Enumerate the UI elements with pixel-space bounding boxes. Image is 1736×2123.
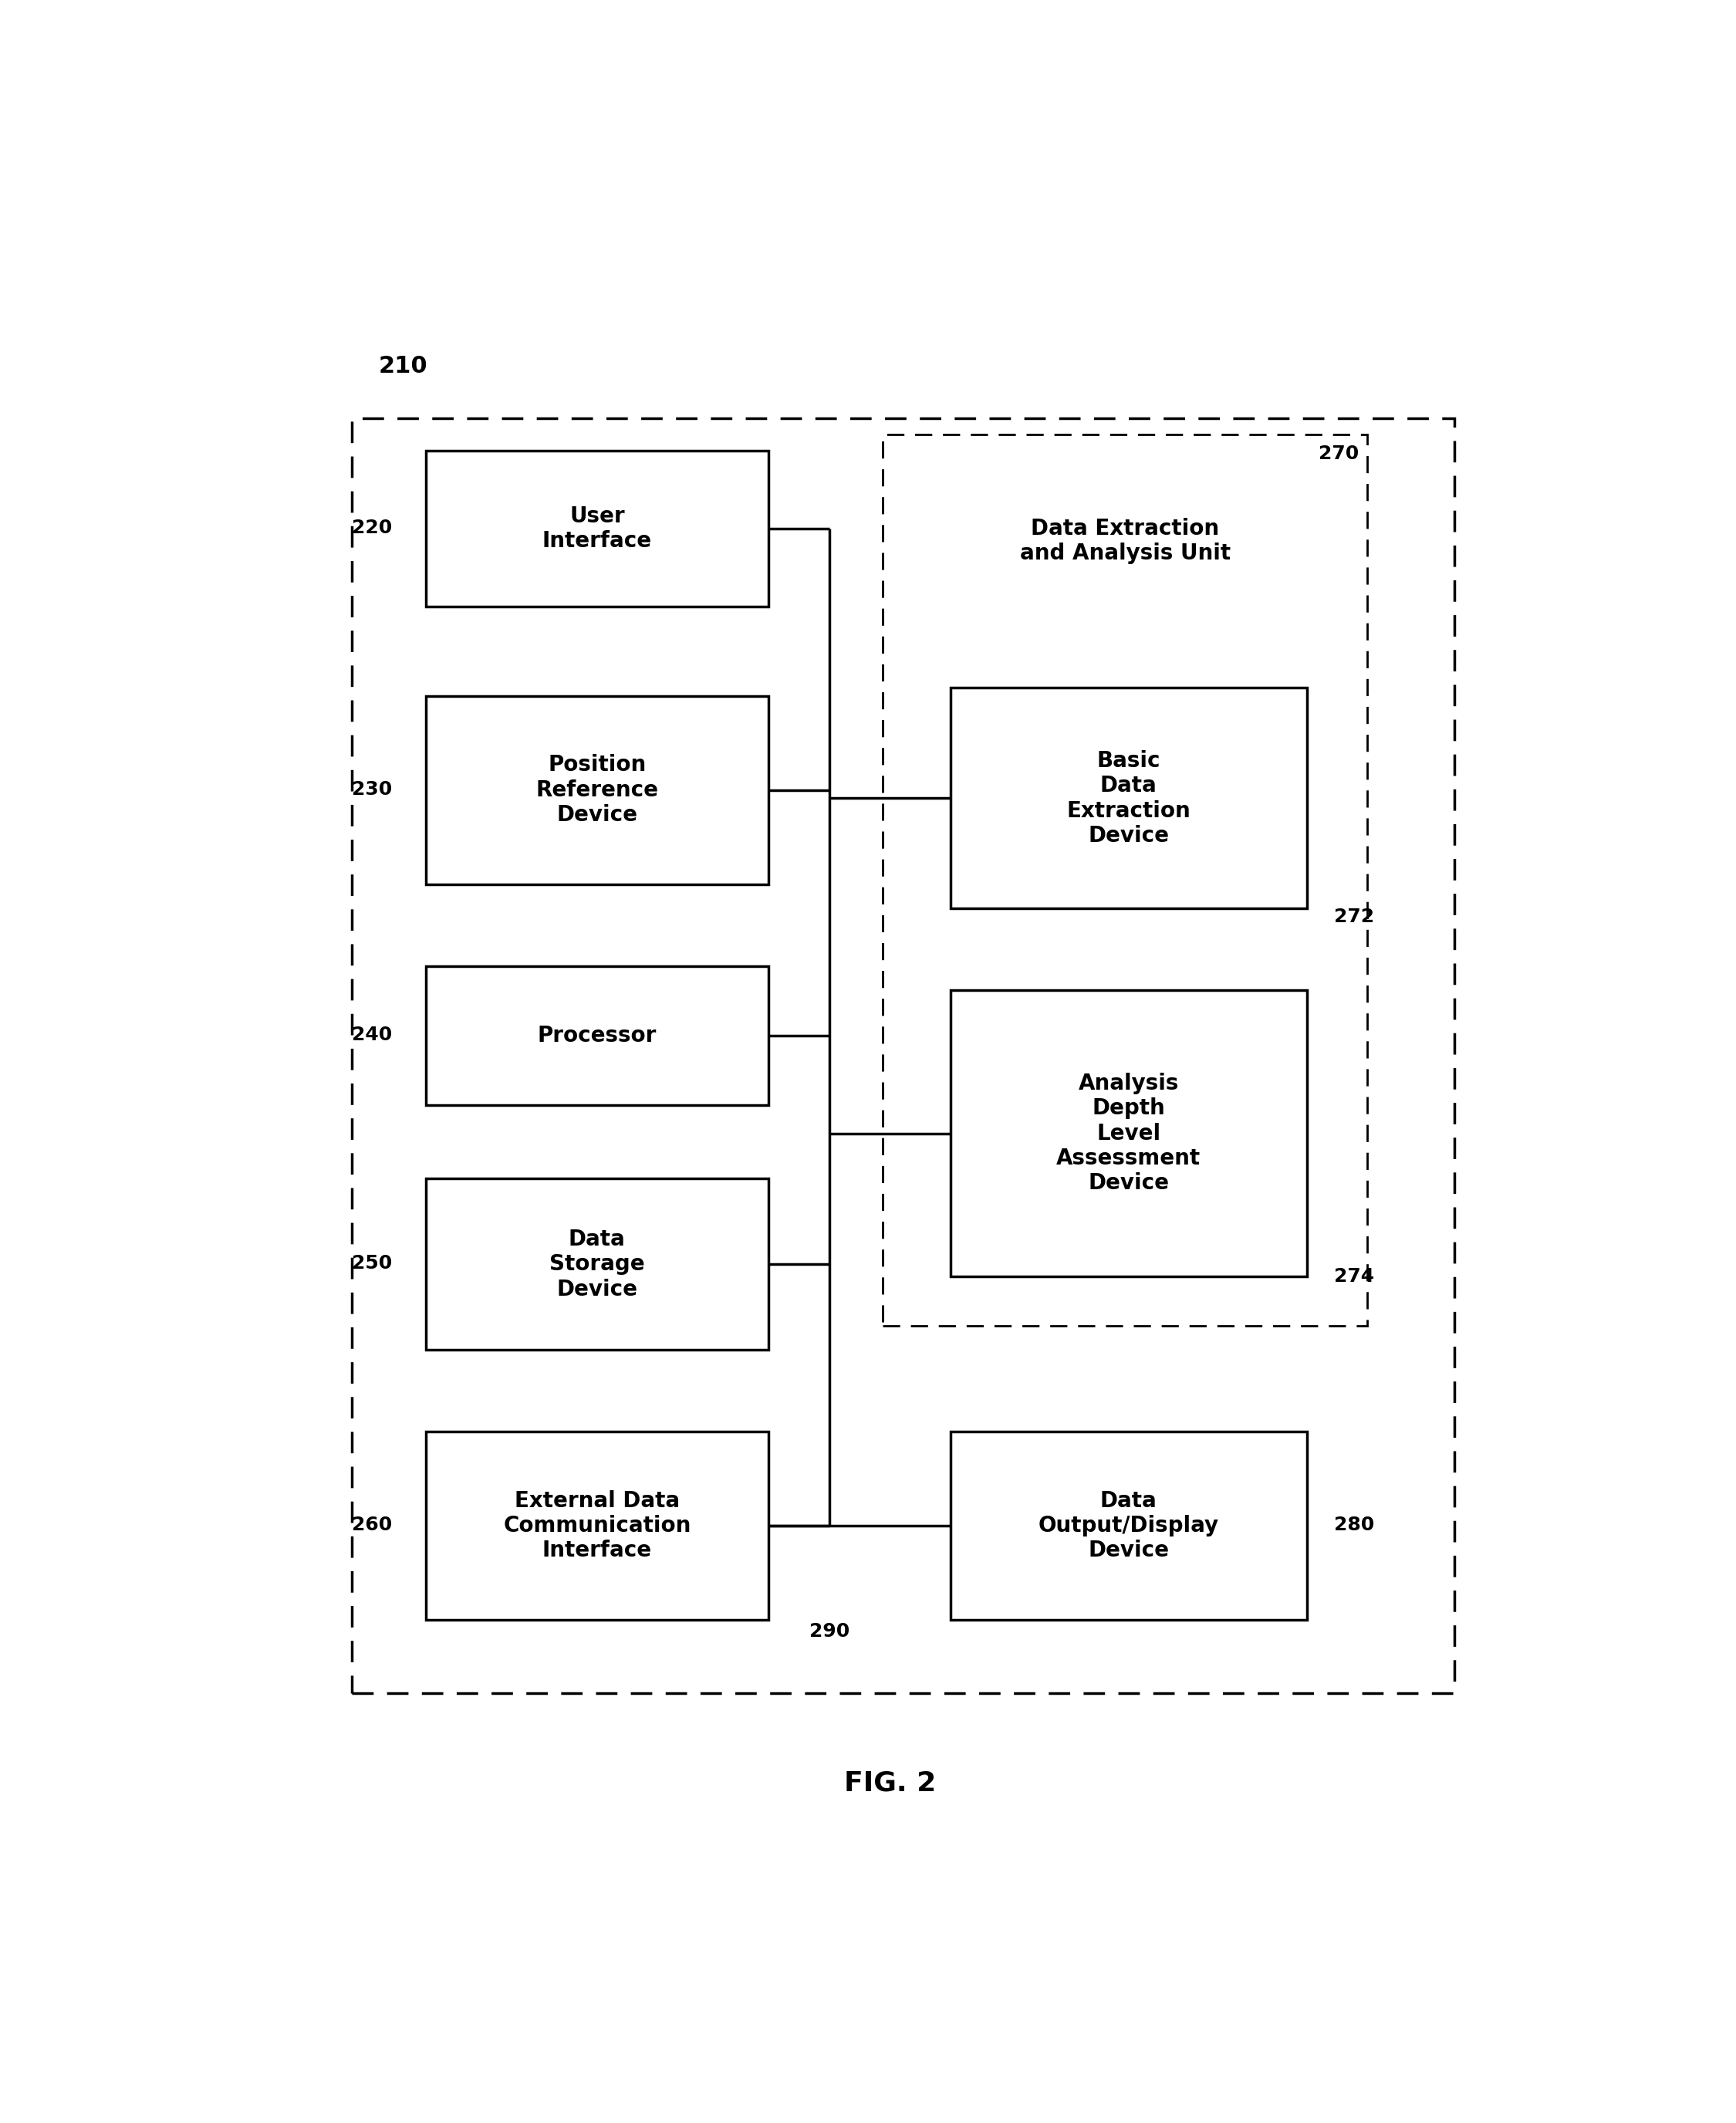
Text: FIG. 2: FIG. 2 [844,1771,936,1796]
Text: 230: 230 [352,779,392,798]
Text: Basic
Data
Extraction
Device: Basic Data Extraction Device [1066,749,1191,847]
Text: 260: 260 [352,1516,392,1535]
Text: Position
Reference
Device: Position Reference Device [536,754,658,826]
FancyBboxPatch shape [425,966,769,1104]
FancyBboxPatch shape [884,435,1368,1325]
FancyBboxPatch shape [950,1431,1307,1620]
Text: Data
Storage
Device: Data Storage Device [549,1229,644,1299]
FancyBboxPatch shape [351,418,1455,1694]
Text: Processor: Processor [538,1025,656,1047]
Text: 240: 240 [352,1025,392,1045]
Text: User
Interface: User Interface [542,505,653,552]
FancyBboxPatch shape [425,450,769,607]
Text: External Data
Communication
Interface: External Data Communication Interface [503,1490,691,1563]
FancyBboxPatch shape [950,688,1307,909]
Text: Analysis
Depth
Level
Assessment
Device: Analysis Depth Level Assessment Device [1055,1072,1201,1195]
Text: 250: 250 [352,1255,392,1272]
FancyBboxPatch shape [950,989,1307,1276]
Text: 220: 220 [352,518,392,537]
Text: Data
Output/Display
Device: Data Output/Display Device [1038,1490,1219,1563]
Text: Data Extraction
and Analysis Unit: Data Extraction and Analysis Unit [1019,518,1231,565]
Text: 290: 290 [809,1622,849,1641]
FancyBboxPatch shape [425,696,769,883]
Text: 274: 274 [1333,1267,1373,1287]
Text: 210: 210 [378,355,427,378]
Text: 280: 280 [1333,1516,1373,1535]
Text: 272: 272 [1333,907,1373,926]
FancyBboxPatch shape [425,1178,769,1350]
FancyBboxPatch shape [425,1431,769,1620]
Text: 270: 270 [1319,444,1359,463]
